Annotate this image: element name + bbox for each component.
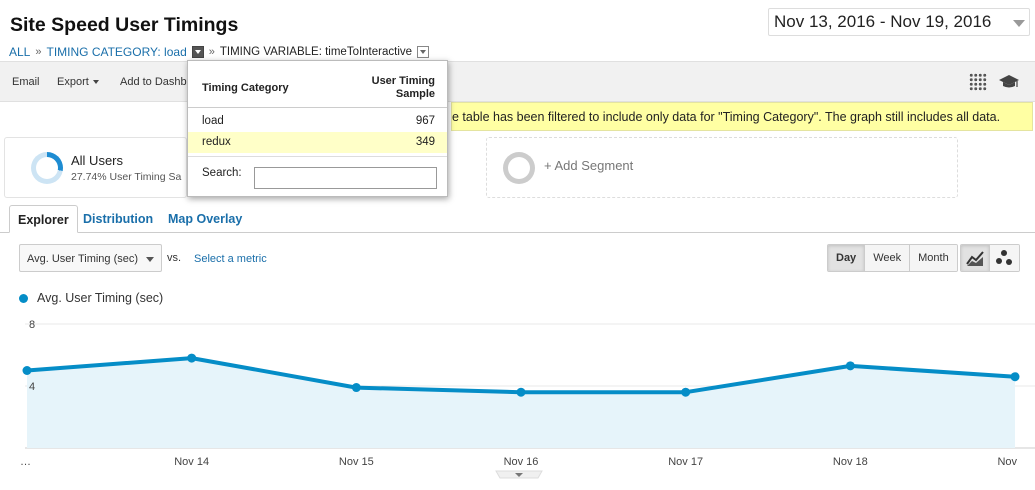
dropdown-header: Timing Category User Timing Sample bbox=[188, 61, 447, 108]
timing-category-dropdown: Timing Category User Timing Sample load … bbox=[187, 60, 448, 197]
data-point[interactable] bbox=[681, 387, 691, 397]
breadcrumb: ALL » TIMING CATEGORY: load » TIMING VAR… bbox=[9, 44, 430, 60]
x-tick-label: … bbox=[20, 456, 31, 468]
export-label: Export bbox=[57, 76, 89, 88]
select-metric-link[interactable]: Select a metric bbox=[194, 253, 267, 265]
y-tick-label: 4 bbox=[29, 381, 35, 393]
add-segment-label: + Add Segment bbox=[544, 158, 634, 173]
line-chart: 8 4 … Nov 14 Nov 15 Nov 16 Nov 17 Nov 18 Nov bbox=[20, 319, 1035, 479]
period-day-button[interactable]: Day bbox=[828, 245, 866, 271]
row-label: load bbox=[202, 115, 224, 127]
category-dropdown-toggle-icon[interactable] bbox=[191, 46, 204, 58]
legend-label: Avg. User Timing (sec) bbox=[37, 291, 164, 305]
data-point[interactable] bbox=[1010, 372, 1020, 382]
report-tabs: Explorer Distribution Map Overlay bbox=[0, 205, 1035, 233]
row-label: redux bbox=[202, 136, 231, 148]
report-toolbar: Email Export Add to Dashb bbox=[0, 61, 1035, 102]
segment-all-users[interactable]: All Users 27.74% User Timing Sa bbox=[4, 137, 187, 198]
row-value: 967 bbox=[415, 115, 435, 127]
segment-subtext: 27.74% User Timing Sa bbox=[71, 171, 182, 183]
x-tick-label: Nov 17 bbox=[668, 456, 703, 468]
legend-dot-icon bbox=[19, 293, 28, 303]
motion-chart-icon bbox=[996, 250, 1012, 265]
search-input[interactable] bbox=[254, 167, 437, 189]
tab-distribution[interactable]: Distribution bbox=[83, 212, 154, 226]
vs-label: vs. bbox=[167, 252, 182, 264]
tab-explorer[interactable]: Explorer bbox=[9, 205, 78, 233]
tab-map-overlay[interactable]: Map Overlay bbox=[168, 212, 243, 226]
filter-notice: e table has been filtered to include onl… bbox=[451, 102, 1033, 131]
data-point[interactable] bbox=[845, 361, 855, 371]
metric-select-value: Avg. User Timing (sec) bbox=[27, 253, 139, 265]
data-point[interactable] bbox=[351, 383, 361, 393]
motion-chart-button[interactable] bbox=[990, 245, 1019, 271]
dropdown-row[interactable]: redux 349 bbox=[188, 132, 447, 153]
breadcrumb-separator: » bbox=[35, 46, 42, 58]
x-tick-label: Nov 16 bbox=[504, 456, 539, 468]
graduation-cap-icon[interactable] bbox=[998, 74, 1020, 90]
x-tick-label: Nov 18 bbox=[833, 456, 868, 468]
x-tick-label: Nov bbox=[997, 456, 1017, 468]
segment-placeholder-icon bbox=[503, 152, 535, 184]
dropdown-row[interactable]: load 967 bbox=[188, 111, 447, 132]
grid-icon[interactable] bbox=[969, 73, 987, 91]
y-tick-label: 8 bbox=[29, 319, 35, 331]
add-segment-button[interactable]: + Add Segment bbox=[486, 137, 958, 198]
search-label: Search: bbox=[202, 167, 242, 179]
date-range-picker[interactable]: Nov 13, 2016 - Nov 19, 2016 bbox=[768, 8, 1030, 36]
data-point[interactable] bbox=[22, 366, 32, 375]
breadcrumb-all-link[interactable]: ALL bbox=[9, 45, 31, 59]
email-label: Email bbox=[12, 76, 40, 88]
breadcrumb-separator: » bbox=[208, 46, 215, 58]
series-area bbox=[27, 358, 1015, 448]
segment-donut-icon bbox=[31, 152, 63, 184]
email-button[interactable]: Email bbox=[12, 76, 40, 88]
x-tick-label: Nov 14 bbox=[174, 456, 209, 468]
chevron-down-icon bbox=[146, 257, 154, 262]
period-toggle: Day Week Month bbox=[827, 244, 958, 272]
add-to-dashboard-label: Add to Dashb bbox=[120, 76, 187, 88]
breadcrumb-category-link[interactable]: TIMING CATEGORY: load bbox=[46, 45, 187, 59]
row-value: 349 bbox=[415, 136, 435, 148]
period-week-button[interactable]: Week bbox=[865, 245, 911, 271]
x-tick-label: Nov 15 bbox=[339, 456, 374, 468]
variable-dropdown-toggle-icon[interactable] bbox=[417, 46, 430, 58]
add-to-dashboard-button[interactable]: Add to Dashb bbox=[120, 76, 187, 88]
chevron-down-icon bbox=[1013, 20, 1025, 27]
column-header-sample[interactable]: User Timing Sample bbox=[371, 75, 435, 100]
line-chart-icon bbox=[966, 251, 984, 266]
chevron-down-icon bbox=[92, 80, 99, 85]
segment-name: All Users bbox=[71, 153, 124, 168]
divider bbox=[188, 156, 447, 157]
metric-select[interactable]: Avg. User Timing (sec) bbox=[19, 244, 162, 272]
chart-legend: Avg. User Timing (sec) bbox=[19, 291, 163, 305]
data-point[interactable] bbox=[187, 353, 197, 363]
page-title: Site Speed User Timings bbox=[10, 14, 239, 36]
line-chart-button[interactable] bbox=[961, 245, 990, 271]
date-range-text: Nov 13, 2016 - Nov 19, 2016 bbox=[774, 12, 992, 31]
chart-type-toggle bbox=[960, 244, 1020, 272]
period-month-button[interactable]: Month bbox=[910, 245, 957, 271]
data-point[interactable] bbox=[516, 387, 526, 397]
chevron-down-icon bbox=[515, 473, 523, 477]
column-header-category[interactable]: Timing Category bbox=[202, 82, 289, 94]
export-button[interactable]: Export bbox=[57, 76, 99, 88]
breadcrumb-variable: TIMING VARIABLE: timeToInteractive bbox=[219, 46, 413, 58]
